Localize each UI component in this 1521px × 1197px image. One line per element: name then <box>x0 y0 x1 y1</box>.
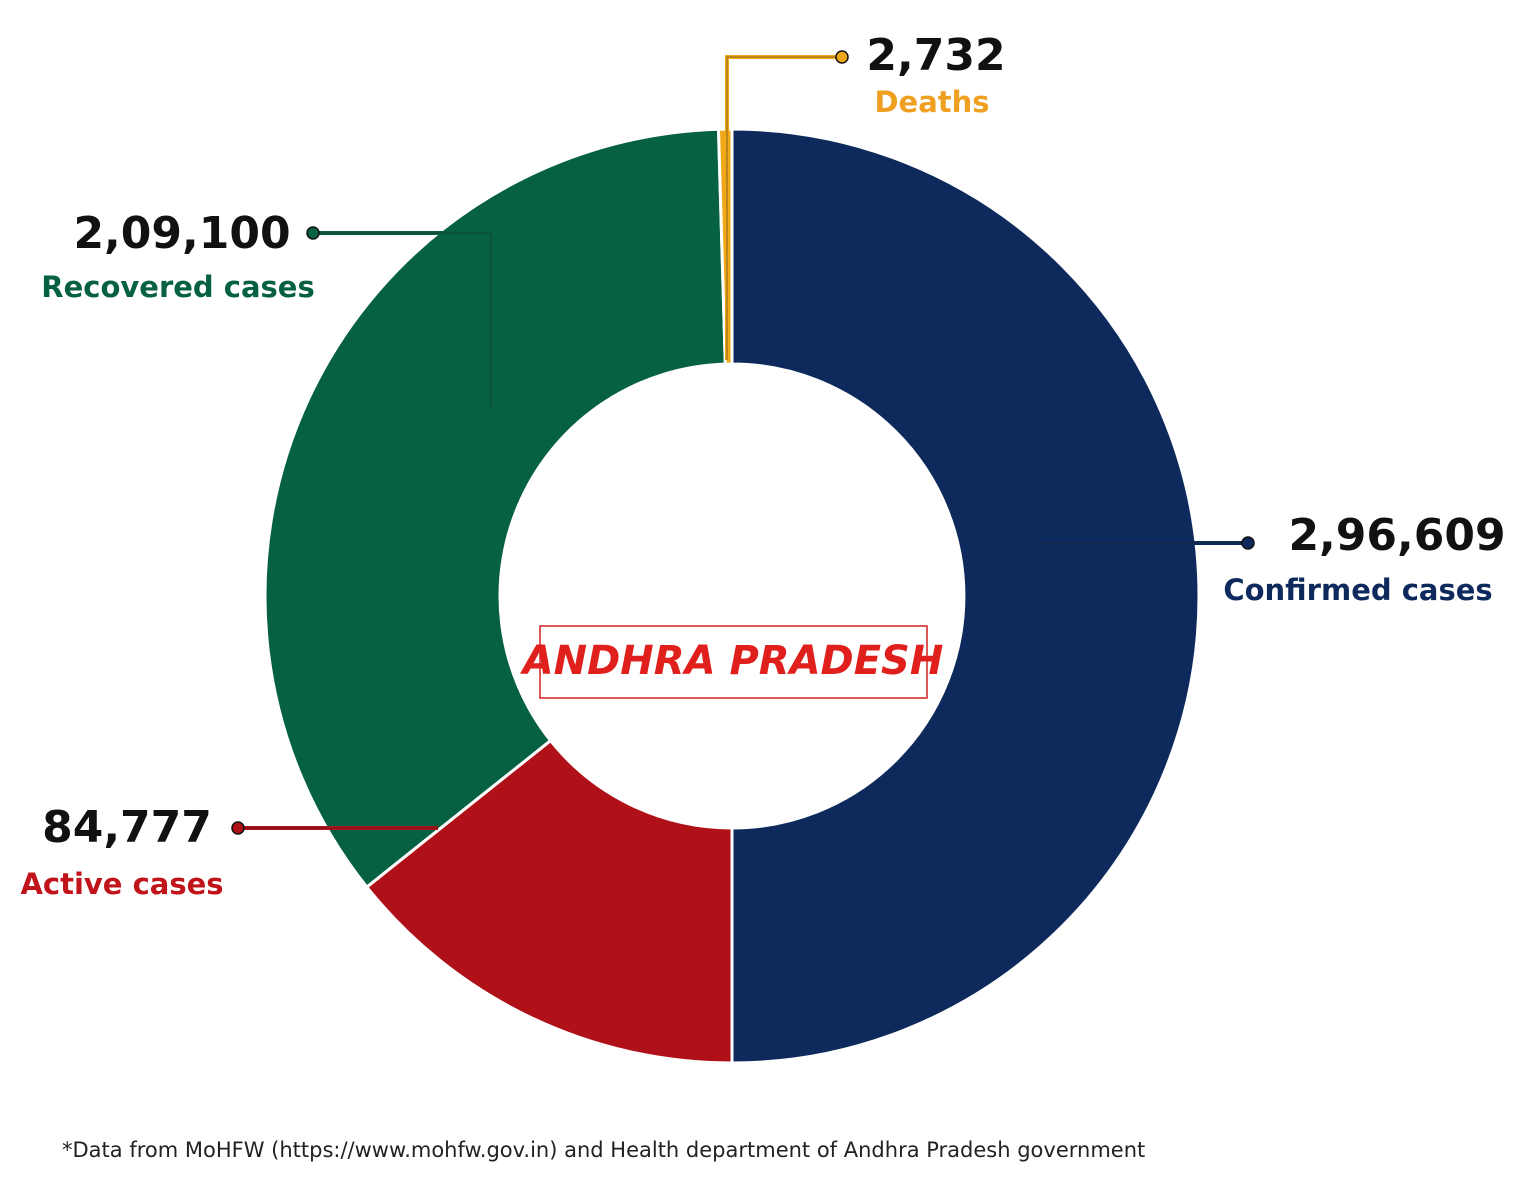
leader-dot <box>835 50 849 64</box>
value-label: 2,732 <box>866 30 1005 81</box>
leader-line-edge <box>313 232 492 406</box>
leader-dot <box>231 821 245 835</box>
value-label: 2,96,609 <box>1288 510 1505 561</box>
category-label: Confirmed cases <box>1223 573 1492 607</box>
category-label: Recovered cases <box>41 270 314 304</box>
leader-dot <box>1241 536 1255 550</box>
footnote: *Data from MoHFW (https://www.mohfw.gov.… <box>62 1138 1145 1162</box>
leader-dot <box>306 226 320 240</box>
category-label: Active cases <box>20 867 223 901</box>
value-label: 84,777 <box>42 802 212 853</box>
leader-line-edge <box>726 56 842 360</box>
center-label: ANDHRA PRADESH <box>520 638 944 684</box>
center-label-box <box>539 625 928 699</box>
value-label: 2,09,100 <box>73 208 290 259</box>
donut-hole <box>500 364 964 828</box>
category-label: Deaths <box>874 85 989 119</box>
